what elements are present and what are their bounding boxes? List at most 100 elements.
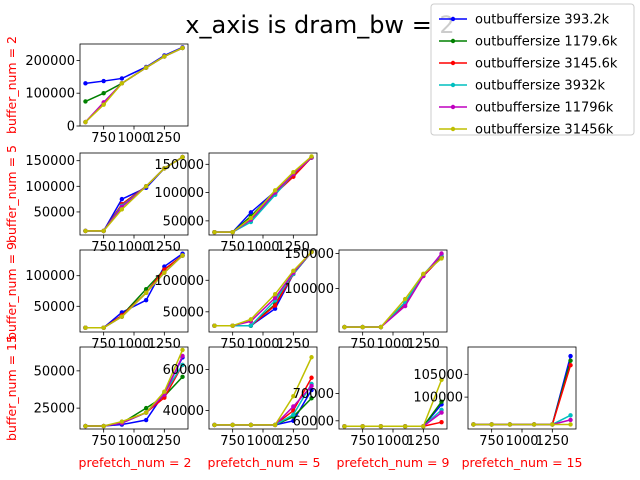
y-tick-label: 100000 (25, 180, 75, 195)
data-point (180, 154, 185, 160)
y-tick-label: 105000 (413, 368, 463, 383)
series-line (344, 379, 443, 428)
row-label: buffer_num = 2 (4, 36, 19, 134)
x-tick-label: 1250 (148, 434, 181, 449)
data-point (162, 389, 167, 394)
data-point (272, 295, 278, 301)
x-tick-label: 750 (91, 434, 116, 449)
series-5 (342, 256, 444, 330)
data-point (119, 81, 125, 86)
data-point (101, 325, 106, 330)
data-point (421, 271, 426, 277)
x-tick-label: 1250 (407, 337, 440, 352)
data-point (162, 270, 167, 275)
data-point (248, 210, 254, 215)
series-5 (212, 355, 314, 428)
data-point (248, 422, 254, 428)
data-point (309, 154, 314, 159)
x-tick-label: 750 (91, 240, 116, 255)
column-label: prefetch_num = 2 (79, 455, 192, 470)
data-point (248, 323, 254, 328)
x-tick-label: 750 (220, 337, 245, 352)
data-point (230, 229, 235, 235)
legend-marker (450, 16, 456, 22)
y-tick-label: 150000 (154, 158, 204, 173)
legend-label: outbuffersize 3932k (475, 79, 606, 94)
data-point (212, 323, 217, 328)
data-point (309, 383, 314, 389)
data-point (360, 324, 365, 330)
data-point (272, 422, 278, 428)
data-point (360, 424, 365, 429)
figure-title: x_axis is dram_bw = 2 (185, 11, 454, 39)
data-point (119, 196, 125, 202)
x-tick-label: 1250 (277, 337, 310, 352)
series-5 (83, 154, 185, 234)
x-tick-label: 1250 (536, 434, 569, 449)
data-point (568, 417, 573, 423)
data-point (180, 362, 185, 368)
data-point (212, 229, 217, 235)
series-line (85, 46, 183, 85)
series-5 (471, 422, 573, 427)
data-point (119, 419, 125, 424)
data-point (342, 324, 347, 330)
data-point (119, 76, 125, 81)
data-point (180, 253, 185, 258)
x-tick-label: 1250 (277, 240, 310, 255)
data-point (439, 399, 444, 404)
x-tick-label: 1000 (376, 434, 409, 449)
x-tick-label: 1000 (117, 131, 150, 146)
x-tick-label: 1000 (117, 337, 150, 352)
data-point (101, 423, 106, 429)
data-point (212, 422, 217, 428)
y-tick-label: 70000 (293, 387, 334, 402)
data-point (230, 323, 235, 328)
row-label: buffer_num = 5 (4, 145, 19, 243)
y-tick-label: 100000 (25, 87, 75, 102)
row-label: buffer_num = 9 (4, 242, 19, 340)
y-tick-label: 100000 (154, 274, 204, 289)
x-tick-label: 1250 (148, 337, 181, 352)
data-point (119, 207, 125, 212)
data-point (309, 355, 314, 360)
data-point (439, 419, 444, 425)
data-point (291, 268, 296, 274)
series-line (214, 155, 313, 233)
x-tick-label: 1250 (148, 240, 181, 255)
x-tick-label: 1250 (407, 434, 440, 449)
data-point (143, 417, 149, 423)
x-tick-label: 750 (220, 240, 245, 255)
series-line (85, 254, 184, 329)
data-point (143, 410, 149, 415)
y-tick-label: 0 (67, 120, 75, 135)
y-tick-label: 50000 (163, 305, 204, 320)
data-point (162, 264, 167, 269)
data-point (568, 413, 573, 418)
data-point (507, 422, 513, 427)
data-point (309, 375, 314, 380)
legend-item: outbuffersize 3145.6k (439, 57, 618, 72)
data-point (230, 422, 235, 428)
y-tick-label: 50000 (34, 300, 75, 315)
data-point (180, 353, 185, 359)
legend-item: outbuffersize 31456k (439, 123, 614, 138)
data-point (531, 422, 537, 427)
series-line (85, 349, 184, 427)
legend: outbuffersize 393.2k outbuffersize 1179.6… (430, 3, 635, 138)
y-tick-label: 40000 (163, 404, 204, 419)
data-point (83, 81, 88, 86)
data-point (272, 306, 278, 311)
data-point (248, 215, 254, 221)
legend-item: outbuffersize 393.2k (439, 13, 610, 28)
y-tick-label: 50000 (34, 205, 75, 220)
y-tick-label: 100000 (413, 391, 463, 406)
column-label: prefetch_num = 15 (462, 455, 583, 470)
legend-marker (450, 38, 456, 44)
